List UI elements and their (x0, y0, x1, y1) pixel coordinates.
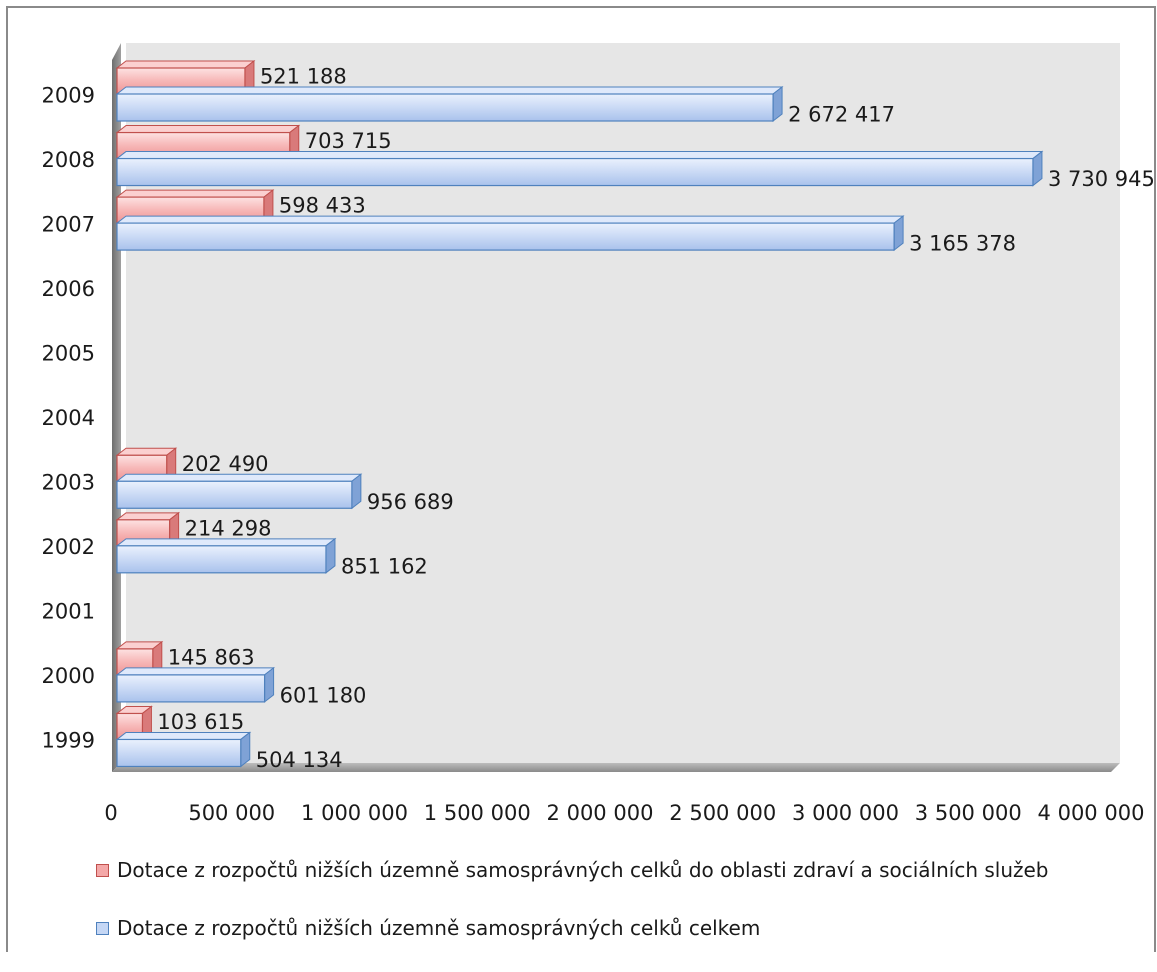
y-tick-label: 2007 (42, 212, 95, 236)
x-tick-label: 2 000 000 (547, 801, 654, 825)
bar-chart: 1999 103 615 504 134 2000 145 863 601 180 2001… (42, 43, 1155, 826)
bar-top-face (115, 86, 784, 95)
data-label: 521 188 (260, 65, 347, 89)
y-tick-label: 2001 (42, 600, 95, 624)
bar-top-face (115, 60, 256, 69)
bar-total (116, 480, 353, 509)
legend-item-health-social: Dotace z rozpočtů nižších územně samospr… (96, 856, 1049, 884)
data-label: 598 433 (279, 194, 366, 218)
bar-total (116, 674, 266, 703)
bar-top-face (115, 215, 905, 224)
plot-floor (112, 763, 1120, 772)
bar-top-face (115, 151, 1044, 160)
data-label: 851 162 (341, 554, 428, 578)
data-label: 145 863 (168, 645, 255, 669)
legend-swatch-blue (96, 921, 109, 935)
y-tick-label: 2003 (42, 471, 95, 495)
y-tick-label: 1999 (42, 729, 95, 753)
y-tick-label: 2004 (42, 406, 95, 430)
y-tick-label: 2000 (42, 664, 95, 688)
bars-group (115, 59, 1044, 768)
x-tick-label: 1 000 000 (301, 801, 408, 825)
x-tick-label: 0 (104, 801, 117, 825)
data-label: 3 165 378 (909, 232, 1016, 256)
bar-top-face (115, 447, 178, 456)
x-tick-label: 500 000 (188, 801, 275, 825)
legend-item-total: Dotace z rozpočtů nižších územně samospr… (96, 914, 1049, 942)
x-tick-label: 3 000 000 (792, 801, 899, 825)
data-label: 103 615 (157, 710, 244, 734)
x-tick-label: 3 500 000 (915, 801, 1022, 825)
legend-label-health-social: Dotace z rozpočtů nižších územně samospr… (117, 858, 1049, 882)
y-tick-label: 2005 (42, 341, 95, 365)
y-tick-label: 2008 (42, 148, 95, 172)
data-label: 214 298 (185, 516, 272, 540)
x-tick-label: 1 500 000 (424, 801, 531, 825)
bar-total (116, 93, 774, 122)
legend-label-total: Dotace z rozpočtů nižších územně samospr… (117, 916, 761, 940)
data-label: 703 715 (305, 129, 392, 153)
labels-group: 1999 103 615 504 134 2000 145 863 601 180 2001… (42, 65, 1155, 826)
bar-top-face (115, 125, 301, 134)
bar-top-face (115, 189, 275, 198)
x-tick-label: 4 000 000 (1038, 801, 1145, 825)
y-tick-label: 2009 (42, 83, 95, 107)
data-label: 504 134 (256, 748, 343, 772)
data-label: 202 490 (182, 452, 269, 476)
data-label: 3 730 945 (1048, 167, 1155, 191)
bar-total (116, 545, 327, 574)
bar-top-face (115, 512, 181, 521)
y-tick-label: 2006 (42, 277, 95, 301)
data-label: 2 672 417 (788, 103, 895, 127)
legend-swatch-pink (96, 863, 109, 877)
bar-total (116, 222, 895, 251)
data-label: 956 689 (367, 490, 454, 514)
y-tick-label: 2002 (42, 535, 95, 559)
legend: Dotace z rozpočtů nižších územně samospr… (96, 856, 1049, 972)
data-label: 601 180 (280, 683, 367, 707)
x-tick-label: 2 500 000 (669, 801, 776, 825)
bar-total (116, 738, 242, 768)
bar-total (116, 157, 1034, 187)
